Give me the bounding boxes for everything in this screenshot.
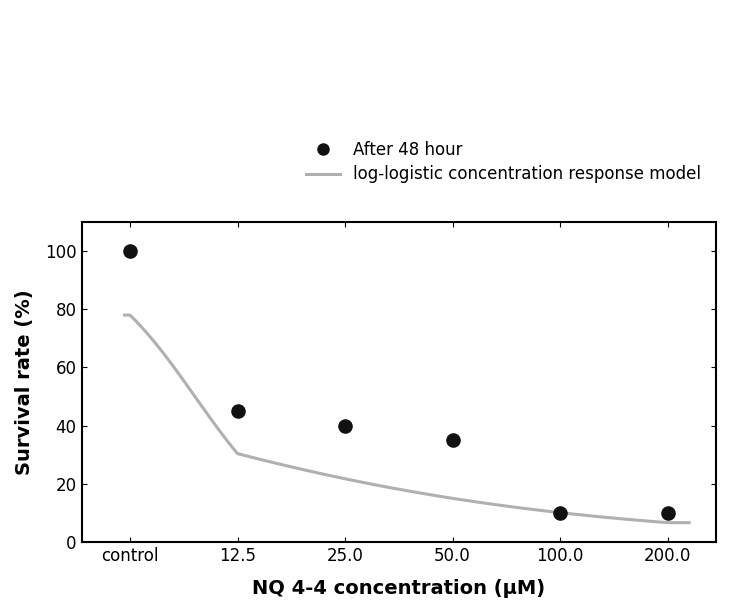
Legend: After 48 hour, log-logistic concentration response model: After 48 hour, log-logistic concentratio… xyxy=(300,134,708,190)
X-axis label: NQ 4-4 concentration (μM): NQ 4-4 concentration (μM) xyxy=(252,579,545,598)
Point xyxy=(339,421,351,431)
Point xyxy=(124,246,136,256)
Point xyxy=(447,435,458,445)
Point xyxy=(554,508,566,518)
Y-axis label: Survival rate (%): Survival rate (%) xyxy=(15,289,34,475)
Point xyxy=(232,406,243,416)
Point xyxy=(662,508,673,518)
